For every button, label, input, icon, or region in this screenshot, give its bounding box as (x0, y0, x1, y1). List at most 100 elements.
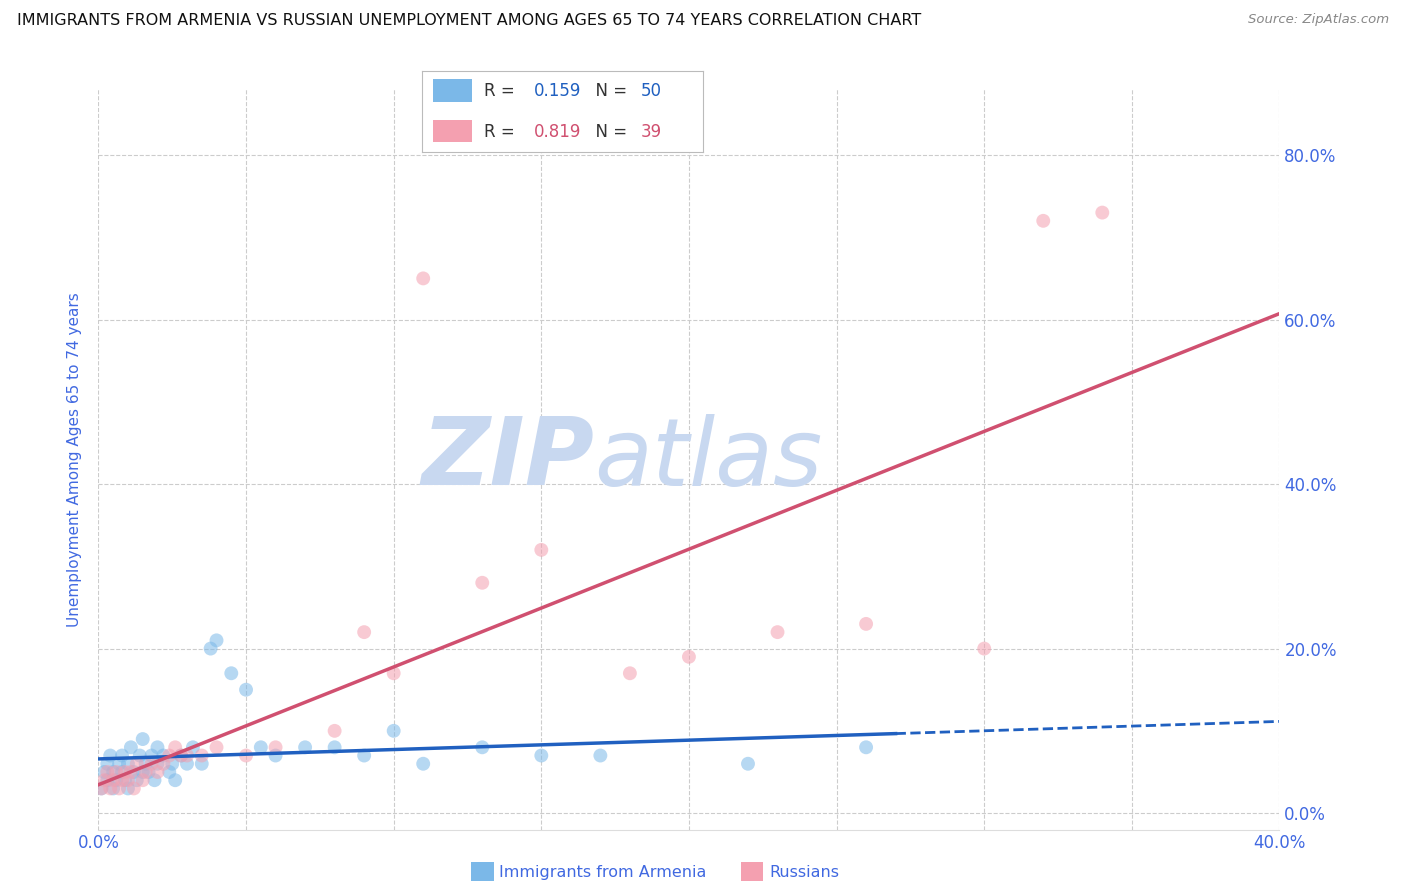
Text: N =: N = (585, 122, 633, 141)
Point (855, 616, 877, 631)
Point (98, 781, 121, 796)
Point (105, 764, 128, 779)
Point (125, 756, 148, 771)
Point (96, 773, 118, 788)
Point (152, 748, 174, 763)
Text: R =: R = (484, 82, 520, 101)
Point (96, 756, 118, 771)
Point (191, 756, 214, 771)
Point (221, 666, 243, 681)
Point (176, 748, 198, 763)
Y-axis label: Unemployment Among Ages 65 to 74 years: Unemployment Among Ages 65 to 74 years (67, 292, 83, 627)
Point (103, 773, 125, 788)
Point (103, 781, 125, 796)
Point (122, 764, 145, 779)
Text: Russians: Russians (769, 865, 839, 880)
Text: Immigrants from Armenia: Immigrants from Armenia (499, 865, 706, 880)
Point (157, 748, 180, 763)
Text: 0.159: 0.159 (534, 82, 582, 101)
Point (122, 781, 145, 796)
Point (165, 740, 187, 755)
Point (737, 756, 759, 771)
Point (766, 625, 789, 640)
Point (1032, 214, 1054, 228)
Point (382, 723, 405, 738)
Point (205, 740, 228, 755)
Point (530, 542, 553, 557)
Point (855, 740, 877, 755)
Point (146, 756, 169, 771)
Bar (433, 120, 472, 142)
Point (205, 633, 228, 648)
Point (120, 740, 142, 755)
Point (132, 773, 155, 788)
Text: atlas: atlas (595, 414, 823, 505)
Point (108, 756, 131, 771)
Point (235, 748, 257, 763)
Text: 0.819: 0.819 (534, 122, 582, 141)
Point (114, 764, 136, 779)
Point (146, 740, 169, 755)
Point (157, 764, 180, 779)
Point (132, 732, 155, 747)
Point (117, 756, 139, 771)
Point (235, 682, 257, 697)
Point (93, 773, 115, 788)
Point (165, 773, 187, 788)
Point (103, 764, 125, 779)
Point (412, 271, 434, 285)
Point (353, 625, 375, 640)
Text: R =: R = (484, 122, 520, 141)
Point (111, 764, 134, 779)
Point (1091, 205, 1114, 219)
Point (128, 748, 150, 763)
Point (141, 748, 163, 763)
Point (90, 781, 112, 796)
Point (132, 764, 155, 779)
Point (120, 764, 142, 779)
Point (323, 740, 346, 755)
Point (117, 781, 139, 796)
Point (111, 773, 134, 788)
Point (125, 773, 148, 788)
Bar (433, 79, 472, 102)
Point (170, 748, 193, 763)
Point (200, 641, 222, 656)
Point (678, 649, 700, 664)
Point (619, 666, 641, 681)
Point (111, 748, 134, 763)
Point (170, 748, 193, 763)
Point (471, 575, 494, 590)
Point (412, 756, 434, 771)
Point (471, 740, 494, 755)
Point (162, 756, 183, 771)
Point (323, 723, 346, 738)
Point (973, 641, 995, 656)
Point (530, 748, 553, 763)
Point (264, 740, 287, 755)
Point (181, 740, 204, 755)
Point (90, 781, 112, 796)
Point (117, 773, 139, 788)
Point (105, 773, 128, 788)
Point (294, 740, 316, 755)
Point (141, 756, 163, 771)
Point (135, 764, 157, 779)
Point (135, 756, 157, 771)
Point (152, 756, 174, 771)
Point (382, 666, 405, 681)
Text: Source: ZipAtlas.com: Source: ZipAtlas.com (1249, 13, 1389, 27)
Point (353, 748, 375, 763)
Point (114, 773, 136, 788)
Text: IMMIGRANTS FROM ARMENIA VS RUSSIAN UNEMPLOYMENT AMONG AGES 65 TO 74 YEARS CORREL: IMMIGRANTS FROM ARMENIA VS RUSSIAN UNEMP… (17, 13, 921, 29)
Point (146, 764, 169, 779)
Point (108, 781, 131, 796)
Point (143, 773, 166, 788)
Text: ZIP: ZIP (422, 413, 595, 506)
Point (138, 764, 160, 779)
Text: 39: 39 (641, 122, 662, 141)
Text: 50: 50 (641, 82, 662, 101)
Point (93, 764, 115, 779)
Point (98, 748, 121, 763)
Point (96, 764, 118, 779)
